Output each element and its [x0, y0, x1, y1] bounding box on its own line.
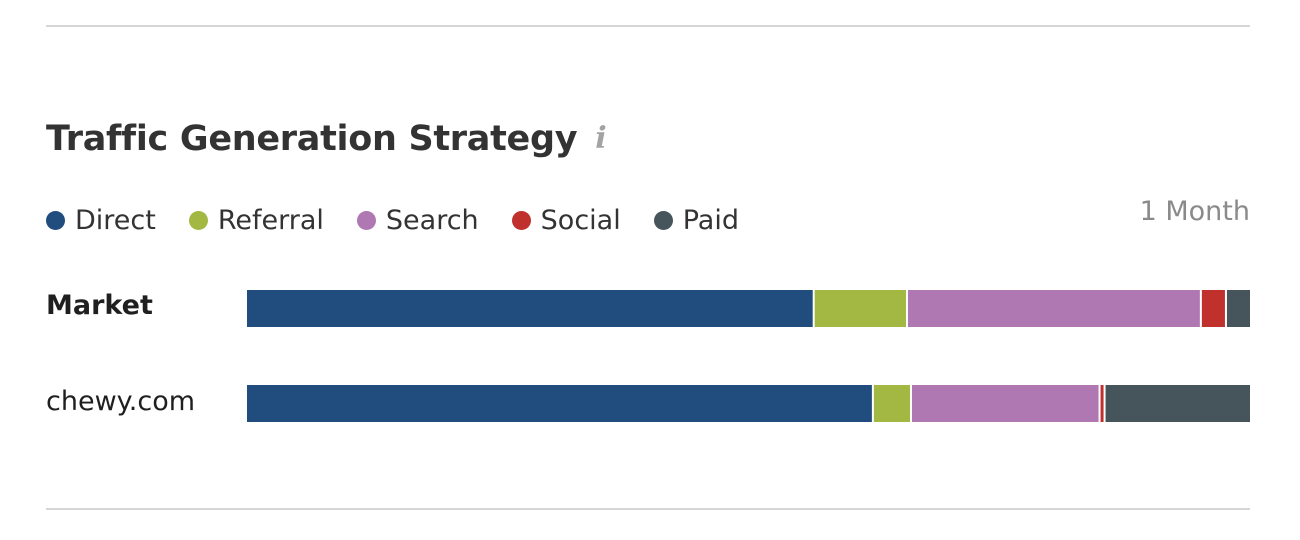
bar-segment-chewy-com-direct[interactable] [247, 385, 872, 422]
legend-item-direct[interactable]: Direct [46, 205, 156, 236]
bar-segment-market-direct[interactable] [247, 290, 813, 327]
bar-segment-chewy-com-social[interactable] [1100, 385, 1104, 422]
category-label-market: Market [46, 290, 153, 321]
legend-dot-social [511, 210, 531, 230]
legend-item-social[interactable]: Social [511, 204, 621, 236]
legend-item-search[interactable]: Search [356, 204, 479, 236]
bar-segment-chewy-com-search[interactable] [911, 385, 1099, 422]
legend-label-direct: Direct [75, 204, 156, 236]
title-row: Traffic Generation Strategy i [46, 114, 607, 164]
chart-title: Traffic Generation Strategy [46, 119, 578, 159]
info-icon[interactable]: i [595, 121, 607, 156]
bar-segment-market-paid[interactable] [1226, 290, 1250, 327]
legend-item-paid[interactable]: Paid [653, 204, 739, 236]
bar-segment-market-social[interactable] [1201, 290, 1225, 327]
legend-label-social: Social [540, 204, 621, 236]
legend-dot-paid [653, 210, 673, 230]
legend-item-referral[interactable]: Referral [188, 204, 324, 236]
bar-segment-market-search[interactable] [907, 290, 1200, 327]
chart-legend: Direct Referral Search Social Paid [46, 198, 772, 242]
bar-segment-market-referral[interactable] [814, 290, 906, 327]
top-divider [46, 25, 1250, 27]
category-label-chewy: chewy.com [46, 386, 196, 417]
legend-label-referral: Referral [217, 204, 324, 236]
bar-segment-chewy-com-referral[interactable] [873, 385, 910, 422]
legend-dot-search [356, 210, 376, 230]
bar-segment-chewy-com-paid[interactable] [1105, 385, 1250, 422]
bottom-divider [46, 508, 1250, 510]
legend-dot-referral [188, 210, 208, 230]
legend-dot-direct [46, 210, 65, 230]
legend-label-paid: Paid [682, 204, 739, 236]
stacked-bar-chart [247, 290, 1250, 422]
legend-label-search: Search [385, 204, 479, 236]
period-label: 1 Month [1139, 196, 1250, 227]
